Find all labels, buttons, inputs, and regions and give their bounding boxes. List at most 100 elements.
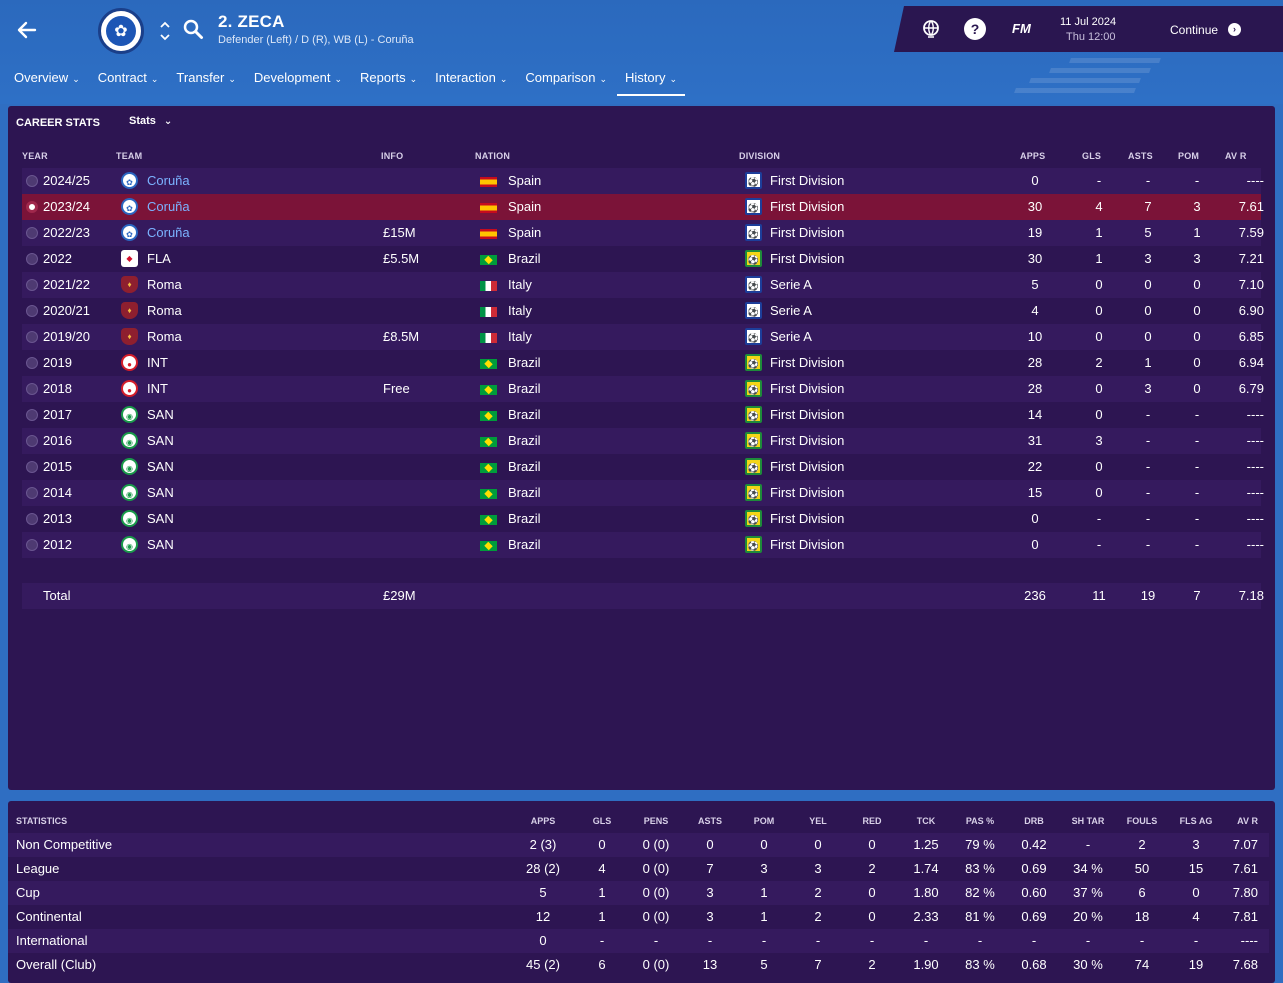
fm-logo[interactable]: FM	[1012, 21, 1031, 36]
stat-header[interactable]: SH TAR	[1071, 816, 1105, 826]
career-row[interactable]: 2019/20 ♦ Roma £8.5M Italy ⚽ Serie A 10 0 0 0 6.85	[22, 324, 1264, 350]
cell-team[interactable]: Coruña	[147, 173, 190, 188]
tab-overview[interactable]: Overview ⌄	[14, 68, 80, 96]
help-icon[interactable]: ?	[964, 18, 986, 40]
stat-header[interactable]: PENS	[643, 816, 669, 826]
tab-interaction[interactable]: Interaction ⌄	[435, 68, 507, 96]
stat-cell: 12	[535, 909, 551, 924]
header-nation[interactable]: NATION	[475, 151, 511, 161]
stat-cell: 15	[1188, 861, 1204, 876]
career-row[interactable]: 2024/25 ✿ Coruña Spain ⚽ First Division 0- - - --…	[22, 168, 1264, 194]
cell-nation: Brazil	[508, 381, 541, 396]
stat-cell: 79 %	[965, 837, 995, 852]
header-division[interactable]: DIVISION	[739, 151, 781, 161]
career-row[interactable]: 2022 ◆ FLA £5.5M Brazil ⚽ First Division 30 1 3 3 7…	[22, 246, 1264, 272]
stat-header[interactable]: GLS	[592, 816, 612, 826]
stat-header[interactable]: DRB	[1024, 816, 1044, 826]
header-asts[interactable]: ASTS	[1128, 151, 1153, 161]
game-status-panel: ? FM 11 Jul 2024 Thu 12:00 Continue ›	[894, 6, 1283, 52]
career-row[interactable]: 2022/23 ✿ Coruña £15M Spain ⚽ First Division 19…	[22, 220, 1264, 246]
career-row[interactable]: 2023/24 ✿ Coruña Spain ⚽ First Division 30 4 7 3 7…	[22, 194, 1264, 220]
player-updown-icon[interactable]	[158, 17, 172, 45]
career-row[interactable]: 2019 ● INT Brazil ⚽ First Division 28 2 1 0 6.94	[22, 350, 1264, 376]
stat-cell: 5	[539, 885, 547, 900]
row-radio[interactable]	[26, 175, 38, 187]
tab-history[interactable]: History ⌄	[617, 68, 686, 96]
row-radio[interactable]	[26, 279, 38, 291]
stat-header[interactable]: YEL	[809, 816, 827, 826]
row-radio[interactable]	[26, 201, 38, 213]
stat-header[interactable]: FOULS	[1126, 816, 1158, 826]
row-radio[interactable]	[26, 487, 38, 499]
career-row[interactable]: 2017 ◉ SAN Brazil ⚽ First Division 14 0- - ----	[22, 402, 1264, 428]
row-radio[interactable]	[26, 383, 38, 395]
row-radio[interactable]	[26, 227, 38, 239]
stat-cell: 2	[814, 909, 822, 924]
header-apps[interactable]: APPS	[1020, 151, 1046, 161]
header-team[interactable]: TEAM	[116, 151, 143, 161]
division-logo-icon: ⚽	[745, 328, 762, 345]
stat-cell: 2	[1138, 837, 1146, 852]
career-row[interactable]: 2018 ● INT Free Brazil ⚽ First Division 28 0 3 0 6.…	[22, 376, 1264, 402]
career-row[interactable]: 2012 ◉ SAN Brazil ⚽ First Division 0- - - ----	[22, 532, 1264, 558]
row-radio[interactable]	[26, 331, 38, 343]
row-radio[interactable]	[26, 253, 38, 265]
stat-header[interactable]: PAS %	[965, 816, 995, 826]
career-row[interactable]: 2021/22 ♦ Roma Italy ⚽ Serie A 5 0 0 0 7.10	[22, 272, 1264, 298]
back-arrow-icon[interactable]	[14, 18, 40, 44]
stat-cell: -	[923, 933, 929, 948]
chevron-right-icon[interactable]: ›	[1228, 23, 1241, 36]
header-avr[interactable]: AV R	[1225, 151, 1247, 161]
stat-header[interactable]: STATISTICS	[16, 816, 68, 826]
career-row[interactable]: 2014 ◉ SAN Brazil ⚽ First Division 15 0- - ----	[22, 480, 1264, 506]
stat-cell: 1	[598, 885, 606, 900]
row-radio[interactable]	[26, 305, 38, 317]
career-row[interactable]: 2015 ◉ SAN Brazil ⚽ First Division 22 0- - ----	[22, 454, 1264, 480]
stat-header[interactable]: AV R	[1237, 816, 1258, 826]
row-radio[interactable]	[26, 409, 38, 421]
stat-header[interactable]: APPS	[530, 816, 556, 826]
career-row[interactable]: 2020/21 ♦ Roma Italy ⚽ Serie A 4 0 0 0 6.90	[22, 298, 1264, 324]
stat-header[interactable]: ASTS	[697, 816, 722, 826]
tab-development[interactable]: Development ⌄	[254, 68, 342, 96]
cell-gls: 2	[1095, 355, 1103, 370]
stat-cell: 2	[868, 861, 876, 876]
stats-dropdown[interactable]: Stats ⌄	[129, 115, 172, 127]
tab-contract[interactable]: Contract ⌄	[98, 68, 159, 96]
row-radio[interactable]	[26, 435, 38, 447]
row-radio[interactable]	[26, 513, 38, 525]
header-info[interactable]: INFO	[381, 151, 404, 161]
row-radio[interactable]	[26, 357, 38, 369]
cell-year: 2023/24	[43, 199, 90, 214]
career-row[interactable]: 2016 ◉ SAN Brazil ⚽ First Division 31 3- - ----	[22, 428, 1264, 454]
header-year[interactable]: YEAR	[22, 151, 48, 161]
cell-asts: -	[1145, 485, 1151, 500]
stat-header[interactable]: RED	[862, 816, 882, 826]
stat-header[interactable]: TCK	[916, 816, 936, 826]
tab-label: Reports	[360, 70, 406, 85]
stat-cell: 4	[598, 861, 606, 876]
stat-cell: 0 (0)	[642, 909, 670, 924]
tab-transfer[interactable]: Transfer ⌄	[176, 68, 235, 96]
row-radio[interactable]	[26, 461, 38, 473]
stat-header[interactable]: POM	[753, 816, 775, 826]
search-icon[interactable]	[182, 18, 204, 40]
cell-avr: ----	[1246, 511, 1264, 526]
nation-flag-icon	[480, 385, 497, 395]
cell-asts: -	[1145, 173, 1151, 188]
tab-comparison[interactable]: Comparison ⌄	[525, 68, 607, 96]
tab-reports[interactable]: Reports ⌄	[360, 68, 417, 96]
row-radio[interactable]	[26, 539, 38, 551]
globe-icon[interactable]	[920, 18, 942, 40]
stat-header[interactable]: FLS AG	[1179, 816, 1213, 826]
continue-button[interactable]: Continue	[1170, 23, 1219, 37]
chevron-down-icon: ⌄	[334, 74, 343, 84]
cell-team[interactable]: Coruña	[147, 199, 190, 214]
cell-division: Serie A	[770, 303, 812, 318]
team-crest-icon: ◉	[121, 536, 138, 553]
nation-flag-icon	[480, 437, 497, 447]
career-row[interactable]: 2013 ◉ SAN Brazil ⚽ First Division 0- - - ----	[22, 506, 1264, 532]
header-gls[interactable]: GLS	[1082, 151, 1102, 161]
cell-team[interactable]: Coruña	[147, 225, 190, 240]
header-pom[interactable]: POM	[1178, 151, 1200, 161]
